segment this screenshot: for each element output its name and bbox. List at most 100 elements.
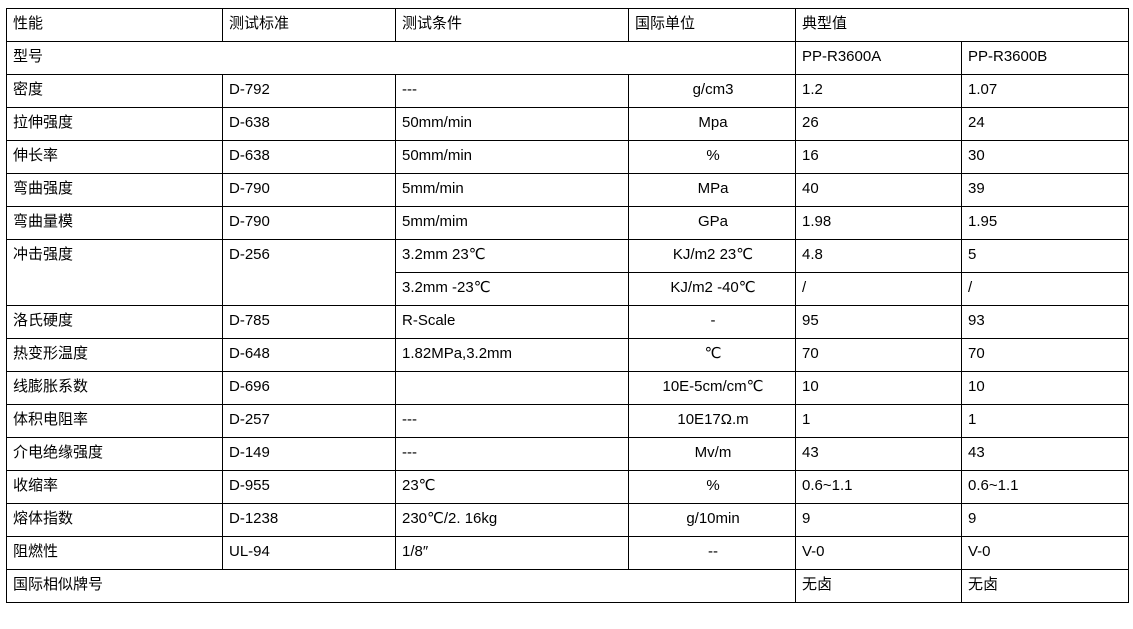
- cell-unit: 10E17Ω.m: [628, 404, 796, 438]
- table-row-shrinkage: 收缩率 D-955 23℃ % 0.6~1.1 0.6~1.1: [6, 470, 1130, 504]
- cell-unit: g/10min: [628, 503, 796, 537]
- cell-test-standard: D-149: [222, 437, 396, 471]
- cell-value-a: 1: [795, 404, 962, 438]
- cell-value-a: 95: [795, 305, 962, 339]
- cell-value-b: 1: [960, 404, 1130, 438]
- cell-test-standard: D-790: [222, 173, 396, 207]
- table-row-linear-expansion: 线膨胀系数 D-696 10E-5cm/cm℃ 10 10: [6, 371, 1130, 405]
- table-row-elongation: 伸长率 D-638 50mm/min % 16 30: [6, 140, 1130, 174]
- model-row: 型号 PP-R3600A PP-R3600B: [6, 41, 1130, 75]
- model-label: 型号: [6, 41, 796, 75]
- cell-value-b: V-0: [960, 536, 1130, 570]
- cell-unit: g/cm3: [628, 74, 796, 108]
- cell-property: 弯曲量模: [6, 206, 223, 240]
- cell-value-a: 16: [795, 140, 962, 174]
- cell-test-standard: D-638: [222, 107, 396, 141]
- cell-value-b: 10: [960, 371, 1130, 405]
- cell-property: 伸长率: [6, 140, 223, 174]
- cell-test-condition: 50mm/min: [395, 107, 629, 141]
- cell-property: 熔体指数: [6, 503, 223, 537]
- cell-value-a: 70: [795, 338, 962, 372]
- cell-test-condition: 1/8″: [395, 536, 629, 570]
- cell-value-b: 1.07: [960, 74, 1130, 108]
- footer-value-b: 无卤: [960, 569, 1130, 603]
- cell-property: 阻燃性: [6, 536, 223, 570]
- cell-value-a: 1.2: [795, 74, 962, 108]
- cell-value-b: 30: [960, 140, 1130, 174]
- cell-value-b: /: [960, 272, 1130, 306]
- cell-test-condition: 5mm/min: [395, 173, 629, 207]
- cell-value-b: 0.6~1.1: [960, 470, 1130, 504]
- cell-test-standard: D-696: [222, 371, 396, 405]
- cell-value-b: 39: [960, 173, 1130, 207]
- table-row-flexural-strength: 弯曲强度 D-790 5mm/min MPa 40 39: [6, 173, 1130, 207]
- cell-unit: GPa: [628, 206, 796, 240]
- cell-unit: Mv/m: [628, 437, 796, 471]
- cell-test-standard: D-785: [222, 305, 396, 339]
- cell-value-a: 0.6~1.1: [795, 470, 962, 504]
- cell-property: 密度: [6, 74, 223, 108]
- cell-value-a: 4.8: [795, 239, 962, 273]
- cell-test-condition: [395, 371, 629, 405]
- table-row-volume-resistivity: 体积电阻率 D-257 --- 10E17Ω.m 1 1: [6, 404, 1130, 438]
- model-b: PP-R3600B: [960, 41, 1130, 75]
- cell-test-standard: D-638: [222, 140, 396, 174]
- cell-value-a: 43: [795, 437, 962, 471]
- cell-test-standard: D-790: [222, 206, 396, 240]
- cell-unit: MPa: [628, 173, 796, 207]
- cell-unit: 10E-5cm/cm℃: [628, 371, 796, 405]
- cell-property: 弯曲强度: [6, 173, 223, 207]
- material-spec-table: 性能 测试标准 测试条件 国际单位 典型值 型号 PP-R3600A PP-R3…: [6, 8, 1130, 603]
- header-test-condition: 测试条件: [395, 8, 629, 42]
- cell-test-condition: 23℃: [395, 470, 629, 504]
- cell-property: 冲击强度: [6, 239, 223, 306]
- cell-value-b: 93: [960, 305, 1130, 339]
- cell-unit: --: [628, 536, 796, 570]
- cell-test-standard: D-648: [222, 338, 396, 372]
- cell-property: 洛氏硬度: [6, 305, 223, 339]
- cell-test-condition: ---: [395, 74, 629, 108]
- cell-test-condition: 3.2mm -23℃: [395, 272, 629, 306]
- cell-unit: %: [628, 470, 796, 504]
- cell-test-standard: D-1238: [222, 503, 396, 537]
- cell-value-a: V-0: [795, 536, 962, 570]
- footer-value-a: 无卤: [795, 569, 962, 603]
- table-row-rockwell-hardness: 洛氏硬度 D-785 R-Scale - 95 93: [6, 305, 1130, 339]
- table-row-impact-strength-1: 冲击强度 D-256 3.2mm 23℃ KJ/m2 23℃ 4.8 5: [6, 239, 1130, 306]
- cell-test-standard: D-955: [222, 470, 396, 504]
- cell-test-condition: 1.82MPa,3.2mm: [395, 338, 629, 372]
- table-row-flame-retardancy: 阻燃性 UL-94 1/8″ -- V-0 V-0: [6, 536, 1130, 570]
- cell-value-b: 70: [960, 338, 1130, 372]
- cell-test-standard: D-256: [222, 239, 396, 306]
- cell-test-condition: ---: [395, 437, 629, 471]
- cell-value-a: /: [795, 272, 962, 306]
- cell-value-b: 24: [960, 107, 1130, 141]
- cell-value-a: 1.98: [795, 206, 962, 240]
- cell-unit: ℃: [628, 338, 796, 372]
- header-property: 性能: [6, 8, 223, 42]
- table-row-tensile-strength: 拉伸强度 D-638 50mm/min Mpa 26 24: [6, 107, 1130, 141]
- cell-unit: %: [628, 140, 796, 174]
- cell-property: 介电绝缘强度: [6, 437, 223, 471]
- cell-test-condition: 3.2mm 23℃: [395, 239, 629, 273]
- cell-unit: Mpa: [628, 107, 796, 141]
- cell-property: 热变形温度: [6, 338, 223, 372]
- header-typical-value: 典型值: [794, 8, 1130, 42]
- cell-test-condition: 50mm/min: [395, 140, 629, 174]
- cell-value-a: 10: [795, 371, 962, 405]
- cell-unit: -: [628, 305, 796, 339]
- table-row-flexural-modulus: 弯曲量模 D-790 5mm/mim GPa 1.98 1.95: [6, 206, 1130, 240]
- cell-test-standard: D-792: [222, 74, 396, 108]
- cell-property: 收缩率: [6, 470, 223, 504]
- cell-test-condition: 5mm/mim: [395, 206, 629, 240]
- cell-unit: KJ/m2 23℃: [628, 239, 796, 273]
- cell-value-a: 9: [795, 503, 962, 537]
- table-row-density: 密度 D-792 --- g/cm3 1.2 1.07: [6, 74, 1130, 108]
- cell-test-condition: 230℃/2. 16kg: [395, 503, 629, 537]
- cell-value-b: 9: [960, 503, 1130, 537]
- footer-row-equivalent-grades: 国际相似牌号 无卤 无卤: [6, 569, 1130, 603]
- cell-test-standard: UL-94: [222, 536, 396, 570]
- cell-test-condition: ---: [395, 404, 629, 438]
- cell-value-b: 5: [960, 239, 1130, 273]
